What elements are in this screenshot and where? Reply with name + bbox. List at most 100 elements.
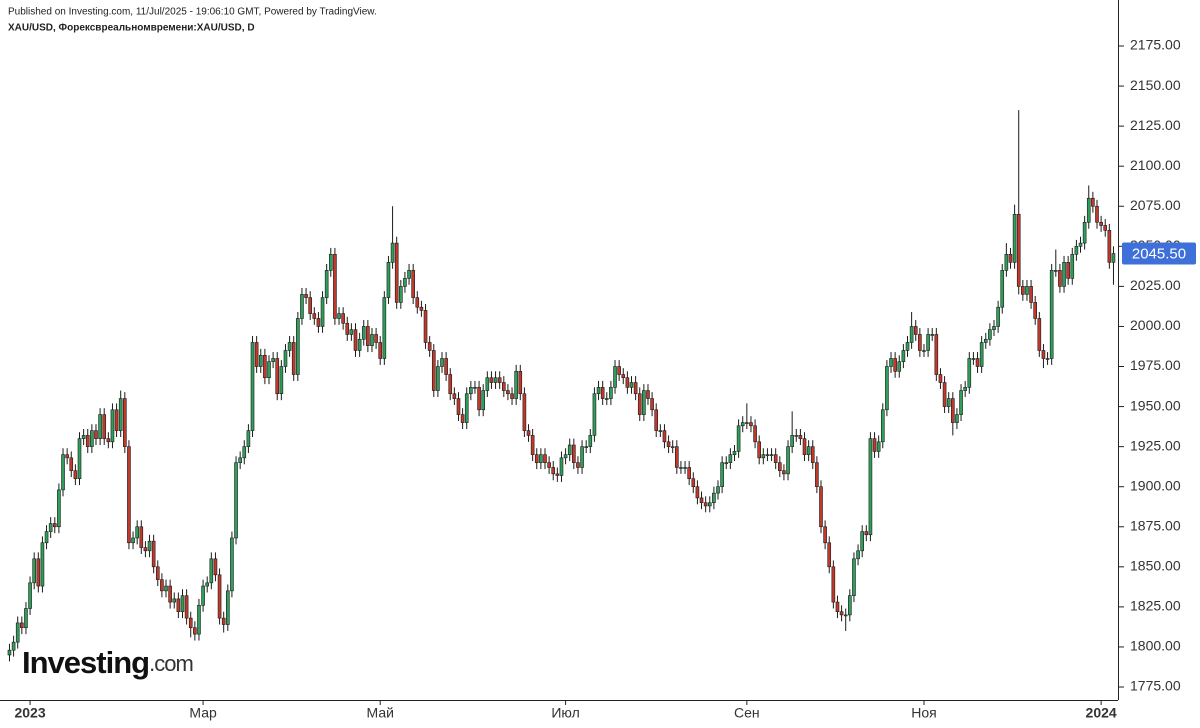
candle-body [773, 454, 778, 463]
candle-body [848, 595, 852, 616]
candle-body [440, 358, 444, 367]
candle-body [403, 278, 407, 287]
candle-body [127, 446, 131, 544]
candle-body [52, 523, 57, 528]
candle-body [469, 387, 473, 395]
candle-body [526, 430, 531, 436]
candle-body [57, 489, 61, 528]
candle-body [963, 387, 967, 391]
candle-body [843, 614, 848, 617]
candle-body [94, 430, 98, 439]
candle-body [1012, 213, 1017, 263]
y-tick-label: 2000.00 [1130, 317, 1181, 333]
candle-body [448, 374, 453, 395]
candle-body [147, 540, 152, 552]
candle-body [1041, 350, 1046, 359]
candle-body [205, 582, 210, 587]
y-tick-label: 2125.00 [1130, 117, 1181, 133]
y-tick-label: 1825.00 [1130, 598, 1181, 614]
candle-body [732, 451, 737, 455]
candle-body [291, 342, 296, 375]
candle-body [221, 617, 226, 625]
candle-body [102, 414, 107, 439]
y-tick-label: 2175.00 [1130, 37, 1181, 53]
candle-body [699, 497, 704, 504]
candle-body [135, 526, 139, 539]
candle-body [201, 585, 205, 606]
candle-body [955, 414, 959, 423]
candle-body [802, 438, 807, 455]
candle-body [584, 446, 588, 448]
candle-body [604, 398, 609, 400]
candle-body [20, 622, 24, 629]
candle-body [761, 454, 766, 459]
candle-body [670, 446, 675, 448]
logo-name: Investing [22, 645, 149, 680]
candle-body [1095, 205, 1099, 223]
candle-body [1062, 262, 1066, 287]
candle-body [951, 398, 955, 423]
candle-body [324, 270, 329, 298]
candle-body [1029, 286, 1033, 303]
candle-body [164, 585, 168, 592]
candle-body [456, 398, 461, 415]
candle-body [1045, 358, 1050, 360]
candle-body [1033, 302, 1038, 319]
candle-body [263, 354, 267, 379]
x-tick-label: Ноя [911, 705, 936, 721]
candle-body [864, 531, 869, 536]
candle-body [1016, 213, 1021, 287]
candle-body [823, 526, 827, 544]
candle-body [691, 478, 696, 487]
candle-body [217, 574, 222, 619]
candle-body [271, 358, 275, 362]
candle-body [695, 486, 700, 499]
candle-body [502, 382, 506, 391]
candle-body [188, 617, 193, 629]
y-tick-label: 2150.00 [1130, 77, 1181, 93]
candle-body [139, 526, 144, 548]
candle-body [675, 446, 679, 468]
candle-body [110, 409, 115, 443]
candle-body [893, 358, 897, 372]
candle-body [254, 342, 259, 367]
candle-body [913, 326, 918, 335]
candle-body [897, 361, 902, 372]
candle-body [658, 430, 663, 432]
candle-body [357, 338, 362, 351]
candle-body [411, 270, 415, 298]
candle-body [567, 444, 572, 455]
candle-body [40, 542, 45, 587]
candle-body [543, 454, 547, 463]
candle-body [328, 254, 333, 271]
candle-body [905, 342, 910, 351]
candle-body [287, 342, 292, 351]
candle-body [123, 398, 127, 447]
candle-body [547, 462, 551, 468]
candle-body [81, 435, 86, 439]
symbol-label: XAU/USD, Форексвреальномвремени:XAU/USD,… [8, 23, 255, 34]
candle-body [580, 446, 584, 468]
candle-body [757, 441, 762, 459]
candle-body [473, 387, 477, 389]
candle-body [477, 387, 481, 411]
candle-body [794, 435, 799, 437]
candle-body [197, 604, 201, 635]
candle-body [366, 326, 370, 346]
candle-body [213, 558, 218, 576]
candle-body [242, 446, 247, 459]
candle-body [193, 627, 197, 635]
candle-body [687, 467, 691, 479]
candle-body [988, 329, 992, 340]
x-tick-label: 2023 [14, 705, 45, 721]
candle-body [736, 425, 741, 452]
candle-body [872, 438, 877, 452]
candle-body [901, 350, 906, 362]
candle-body [452, 393, 457, 399]
candle-body [172, 598, 177, 603]
candle-body [444, 358, 448, 375]
candle-body [946, 398, 951, 407]
candle-body [28, 582, 32, 609]
candle-body [316, 318, 321, 327]
candle-body [1000, 270, 1005, 308]
